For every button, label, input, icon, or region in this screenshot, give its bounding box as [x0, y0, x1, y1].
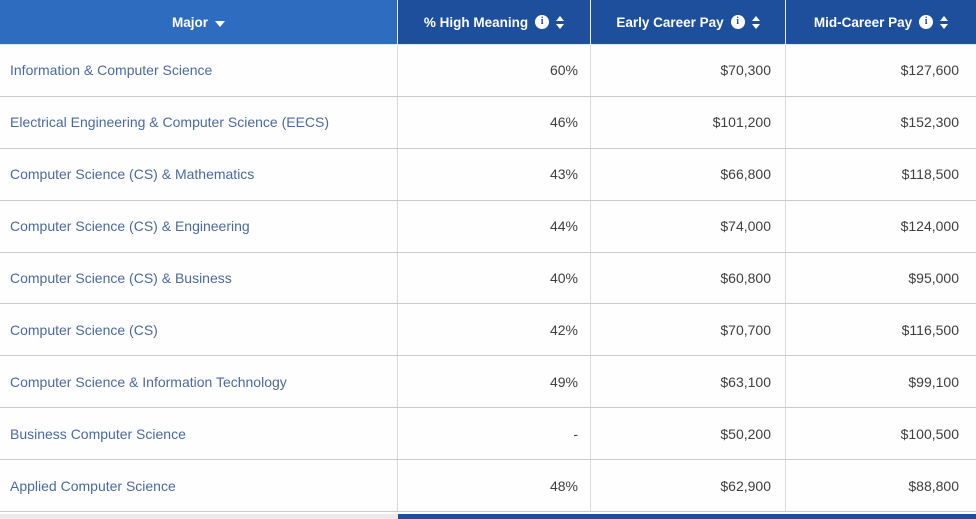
mid-pay-cell: $124,000	[900, 218, 959, 235]
early-pay-cell: $62,900	[591, 460, 786, 512]
caret-down-icon	[215, 20, 225, 27]
column-header-mid-career-pay[interactable]: Mid-Career Pay i	[786, 0, 976, 45]
high-meaning-cell: 42%	[398, 304, 591, 356]
early-pay-cell: $101,200	[591, 96, 786, 148]
high-meaning-cell: 40%	[398, 252, 591, 304]
early-pay-cell: $70,700	[591, 304, 786, 356]
major-cell[interactable]: Electrical Engineering & Computer Scienc…	[0, 96, 398, 148]
table-row: Information & Computer Science 60% $70,3…	[0, 45, 976, 97]
high-meaning-cell: 46%	[398, 96, 591, 148]
table-row: Business Computer Science - $50,200 $100…	[0, 408, 976, 461]
high-meaning-cell: 48%	[398, 460, 591, 512]
column-header-major-label: Major	[171, 14, 208, 30]
table-row: Electrical Engineering & Computer Scienc…	[0, 96, 976, 149]
next-table-header-sliver	[0, 512, 976, 519]
table-row: Applied Computer Science 48% $62,900 $88…	[0, 460, 976, 513]
major-cell[interactable]: Computer Science (CS) & Engineering	[0, 200, 398, 252]
info-icon[interactable]: i	[535, 15, 550, 29]
mid-pay-cell: $88,800	[908, 477, 959, 494]
mid-pay-cell: $100,500	[900, 425, 959, 442]
sort-icon	[940, 15, 949, 29]
sort-icon	[556, 15, 565, 29]
info-icon[interactable]: i	[919, 15, 934, 29]
mid-pay-cell: $118,500	[901, 166, 959, 183]
table-row: Computer Science (CS) & Business 40% $60…	[0, 252, 976, 305]
column-header-high-meaning-label: % High Meaning	[423, 14, 529, 30]
major-cell[interactable]: Information & Computer Science	[0, 45, 398, 96]
info-icon[interactable]: i	[730, 15, 745, 29]
table-header-row: Major % High Meaning i Early Career Pay …	[0, 0, 976, 45]
high-meaning-cell: 49%	[398, 356, 591, 408]
mid-pay-cell: $99,100	[908, 373, 959, 390]
column-header-early-career-pay-label: Early Career Pay	[616, 14, 724, 30]
high-meaning-cell: 60%	[398, 45, 591, 96]
sort-icon	[751, 15, 760, 29]
high-meaning-cell: 44%	[398, 200, 591, 252]
next-table-header-stats-sliver	[398, 512, 976, 519]
major-cell[interactable]: Applied Computer Science	[0, 460, 398, 512]
early-pay-cell: $66,800	[591, 148, 786, 200]
column-header-high-meaning[interactable]: % High Meaning i	[398, 0, 591, 45]
mid-pay-cell: $127,600	[900, 62, 959, 79]
column-header-mid-career-pay-label: Mid-Career Pay	[813, 14, 913, 30]
early-pay-cell: $70,300	[591, 45, 786, 96]
table-row: Computer Science (CS) 42% $70,700 $116,5…	[0, 304, 976, 357]
table-row: Computer Science & Information Technolog…	[0, 356, 976, 409]
early-pay-cell: $63,100	[591, 356, 786, 408]
next-table-header-major-sliver	[0, 512, 398, 519]
mid-pay-cell: $95,000	[908, 270, 959, 286]
mid-pay-cell: $152,300	[900, 114, 959, 131]
early-pay-cell: $50,200	[591, 408, 786, 460]
table-row: Computer Science (CS) & Engineering 44% …	[0, 200, 976, 253]
table-body: Information & Computer Science 60% $70,3…	[0, 45, 976, 513]
major-cell[interactable]: Computer Science (CS)	[0, 304, 398, 356]
major-cell[interactable]: Computer Science & Information Technolog…	[0, 356, 398, 408]
early-pay-cell: $74,000	[591, 200, 786, 252]
high-meaning-cell: -	[398, 408, 591, 460]
major-cell[interactable]: Computer Science (CS) & Mathematics	[0, 148, 398, 200]
mid-pay-cell: $116,500	[901, 321, 959, 338]
column-header-early-career-pay[interactable]: Early Career Pay i	[591, 0, 786, 45]
table-row: Computer Science (CS) & Mathematics 43% …	[0, 148, 976, 201]
column-header-major[interactable]: Major	[0, 0, 398, 45]
early-pay-cell: $60,800	[591, 252, 786, 304]
major-cell[interactable]: Computer Science (CS) & Business	[0, 252, 398, 304]
high-meaning-cell: 43%	[398, 148, 591, 200]
major-cell[interactable]: Business Computer Science	[0, 408, 398, 460]
